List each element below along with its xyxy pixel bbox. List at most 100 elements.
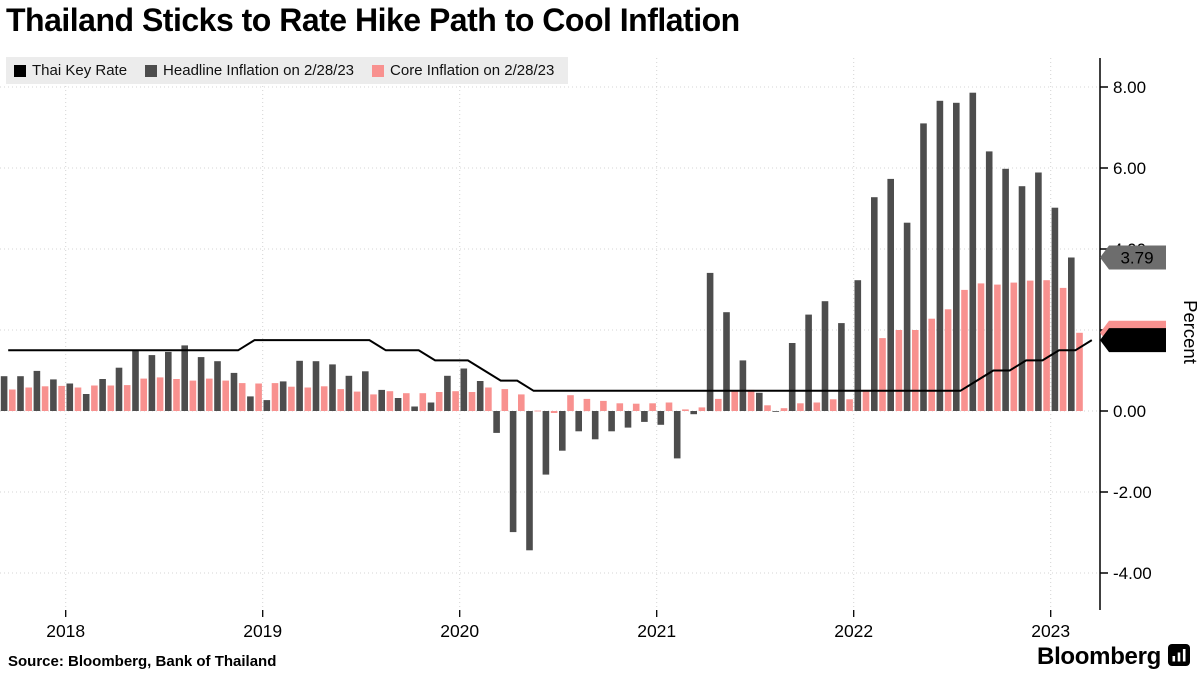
bloomberg-logo: Bloomberg xyxy=(1037,643,1190,671)
core-inflation-bar xyxy=(304,387,312,411)
core-inflation-bar xyxy=(977,283,985,411)
y-tick-label: 8.00 xyxy=(1113,78,1146,97)
legend: Thai Key Rate Headline Inflation on 2/28/… xyxy=(6,57,569,84)
x-axis-year-label: 2018 xyxy=(46,621,85,640)
legend-item-1: Headline Inflation on 2/28/23 xyxy=(145,62,354,79)
core-inflation-bar xyxy=(107,385,115,411)
x-axis-year-label: 2020 xyxy=(440,621,479,640)
headline-inflation-bar xyxy=(148,355,156,411)
y-tick-label: -4.00 xyxy=(1113,564,1152,583)
core-inflation-bar xyxy=(550,411,558,413)
legend-swatch-icon xyxy=(145,64,158,77)
y-axis-title: Percent xyxy=(1180,300,1200,364)
headline-inflation-bar xyxy=(854,280,862,411)
core-inflation-bar xyxy=(698,407,706,411)
legend-swatch-icon xyxy=(372,64,385,77)
core-inflation-bar xyxy=(649,403,656,411)
core-inflation-bar xyxy=(1076,332,1083,411)
key-rate-axis-badge-label: 1.75 xyxy=(1120,331,1153,350)
core-inflation-bar xyxy=(715,398,722,412)
headline-inflation-bar xyxy=(33,370,41,411)
core-inflation-bar xyxy=(485,387,492,411)
headline-inflation-bar xyxy=(936,100,944,412)
headline-inflation-bar xyxy=(788,343,796,411)
headline-inflation-bar xyxy=(723,312,730,411)
core-inflation-bar xyxy=(238,383,246,411)
legend-label: Thai Key Rate xyxy=(32,62,128,79)
core-inflation-bar xyxy=(665,402,673,411)
headline-inflation-bar xyxy=(279,381,287,411)
headline-inflation-bar xyxy=(394,398,402,411)
headline-axis-badge xyxy=(1100,245,1166,270)
headline-inflation-bar xyxy=(969,92,977,411)
core-inflation-bar xyxy=(9,389,16,411)
source-text: Source: Bloomberg, Bank of Thailand xyxy=(8,653,277,670)
headline-inflation-bar xyxy=(821,301,829,411)
headline-inflation-bar xyxy=(230,372,238,411)
core-inflation-bar xyxy=(600,400,607,411)
core-inflation-bar xyxy=(74,387,82,411)
core-inflation-bar xyxy=(682,409,689,411)
legend-item-2: Core Inflation on 2/28/23 xyxy=(372,62,554,79)
core-inflation-bar xyxy=(140,378,147,411)
headline-inflation-bar xyxy=(706,272,714,411)
legend-swatch-icon xyxy=(14,64,26,77)
core-inflation-bar xyxy=(731,391,738,411)
core-inflation-bar xyxy=(468,392,476,411)
headline-inflation-bar xyxy=(739,360,747,411)
core-inflation-bar xyxy=(747,389,755,411)
headline-inflation-bar xyxy=(181,345,188,411)
headline-inflation-bar xyxy=(641,411,648,422)
x-axis-year-label: 2019 xyxy=(243,621,282,640)
core-inflation-bar xyxy=(123,385,131,411)
x-axis-year-label: 2022 xyxy=(834,621,873,640)
headline-inflation-bar xyxy=(378,389,385,411)
bloomberg-chart-icon xyxy=(1168,643,1190,671)
headline-inflation-bar xyxy=(1051,207,1059,411)
key-rate-axis-badge xyxy=(1100,328,1166,353)
core-inflation-bar xyxy=(173,379,180,411)
headline-inflation-bar xyxy=(197,357,205,411)
headline-inflation-bar xyxy=(50,379,57,411)
x-axis-year-label: 2023 xyxy=(1031,621,1070,640)
y-tick-label: 0.00 xyxy=(1113,402,1146,421)
x-axis-year-label: 2021 xyxy=(637,621,676,640)
core-inflation-bar xyxy=(435,392,443,411)
legend-label: Core Inflation on 2/28/23 xyxy=(390,62,555,79)
headline-axis-badge-label: 3.79 xyxy=(1120,249,1153,268)
headline-inflation-bar xyxy=(165,351,172,411)
headline-inflation-bar xyxy=(903,222,911,411)
chart-canvas: 201820192020202120222023-4.00-2.000.002.… xyxy=(0,58,1200,640)
headline-inflation-bar xyxy=(362,371,369,411)
headline-inflation-bar xyxy=(575,411,582,432)
core-inflation-bar xyxy=(1010,282,1018,411)
headline-inflation-bar xyxy=(493,411,500,433)
headline-inflation-bar xyxy=(1068,257,1075,411)
headline-inflation-bar xyxy=(329,364,336,411)
core-inflation-bar xyxy=(353,391,361,411)
core-inflation-bar xyxy=(58,385,65,411)
core-inflation-bar xyxy=(288,386,295,411)
headline-inflation-bar xyxy=(411,406,418,411)
core-inflation-bar xyxy=(518,394,525,411)
headline-inflation-bar xyxy=(312,361,320,411)
core-inflation-bar xyxy=(452,391,459,411)
legend-item-0: Thai Key Rate xyxy=(14,62,127,79)
headline-inflation-bar xyxy=(66,383,74,411)
headline-inflation-bar xyxy=(345,375,353,411)
headline-inflation-bar xyxy=(920,123,927,412)
y-tick-label: -2.00 xyxy=(1113,483,1152,502)
headline-inflation-bar xyxy=(460,368,468,411)
headline-inflation-bar xyxy=(985,151,993,411)
headline-inflation-bar xyxy=(871,197,878,411)
headline-inflation-bar xyxy=(476,381,484,411)
core-inflation-bar xyxy=(222,380,229,411)
core-inflation-bar xyxy=(419,393,427,411)
headline-inflation-bar xyxy=(657,411,665,425)
core-inflation-bar xyxy=(255,383,262,411)
core-inflation-bar xyxy=(1026,280,1034,411)
headline-inflation-bar xyxy=(526,411,533,551)
core-inflation-bar xyxy=(25,387,32,411)
core-inflation-bar xyxy=(91,385,98,411)
headline-inflation-bar xyxy=(673,411,681,459)
